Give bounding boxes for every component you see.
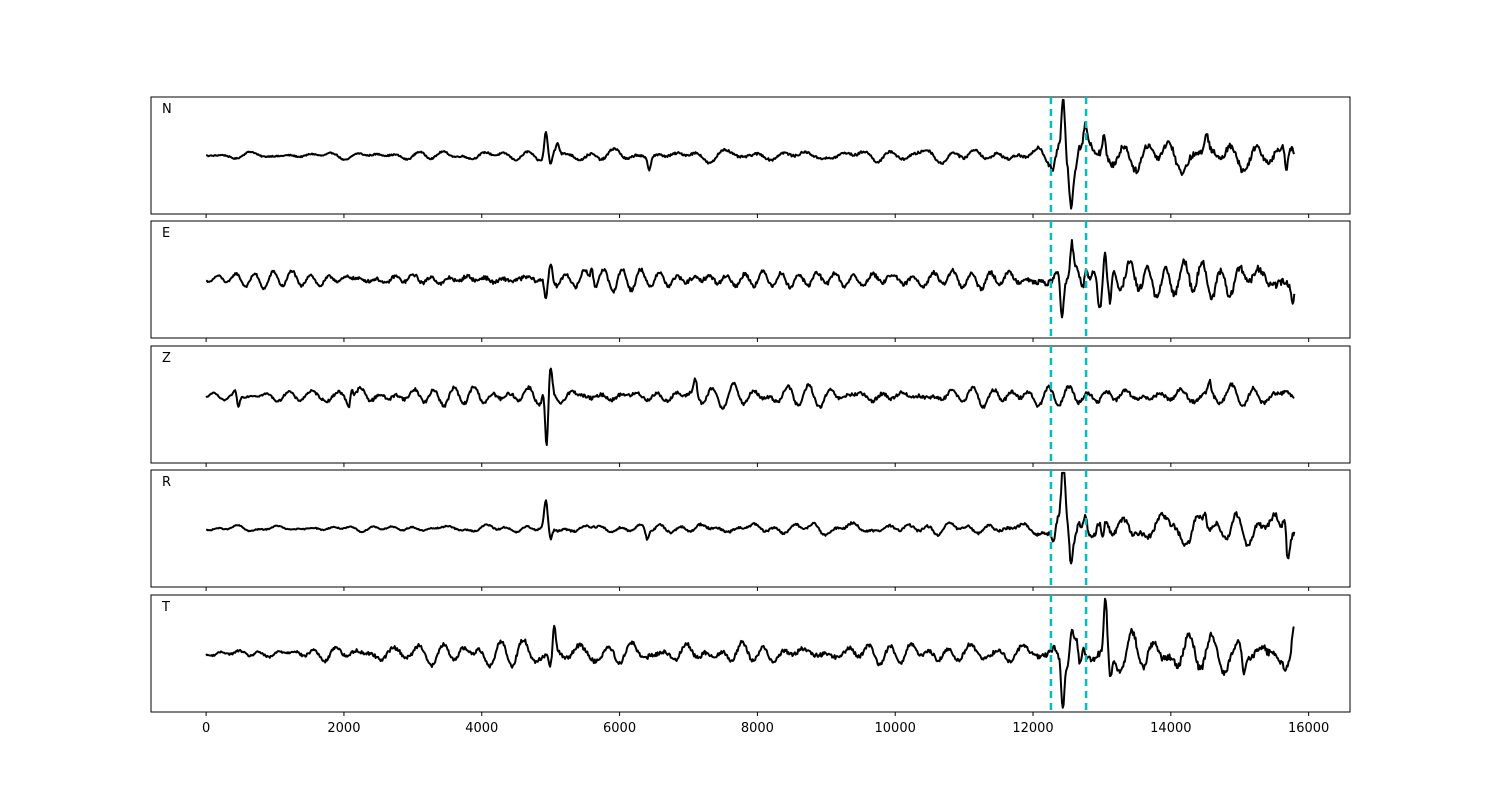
panel-label: R	[162, 475, 171, 490]
panel-label: E	[162, 226, 170, 241]
panel-z: Z	[150, 345, 1351, 467]
trace-line-t	[205, 597, 1295, 709]
panel-label: N	[162, 102, 172, 117]
trace-line-n	[206, 98, 1296, 210]
trace-line-e	[205, 239, 1296, 319]
trace-panels: N E Z R T	[150, 96, 1351, 716]
panel-r: R	[150, 469, 1351, 591]
x-tick-label: 14000	[1150, 721, 1191, 736]
panel-frame	[150, 594, 1351, 713]
panel-t: T	[150, 594, 1351, 716]
x-tick-label: 2000	[327, 721, 360, 736]
x-tick-label: 16000	[1288, 721, 1329, 736]
panel-frame	[150, 96, 1351, 215]
panel-n: N	[150, 96, 1351, 218]
panel-frame	[150, 220, 1351, 339]
x-axis: 0 2000 4000 6000 8000 10000 12000 14000 16000	[202, 721, 1329, 736]
panel-e: E	[150, 220, 1351, 342]
x-tick-label: 4000	[465, 721, 498, 736]
x-tick-label: 12000	[1012, 721, 1053, 736]
panel-label: T	[161, 600, 170, 615]
x-tick-label: 10000	[875, 721, 916, 736]
x-tick-label: 8000	[741, 721, 774, 736]
x-tick-label: 0	[202, 721, 210, 736]
panel-label: Z	[162, 351, 171, 366]
trace-line-z	[205, 367, 1295, 446]
panel-frame	[150, 469, 1351, 588]
x-tick-label: 6000	[603, 721, 636, 736]
panel-frame	[150, 345, 1351, 464]
trace-line-r	[206, 471, 1296, 565]
